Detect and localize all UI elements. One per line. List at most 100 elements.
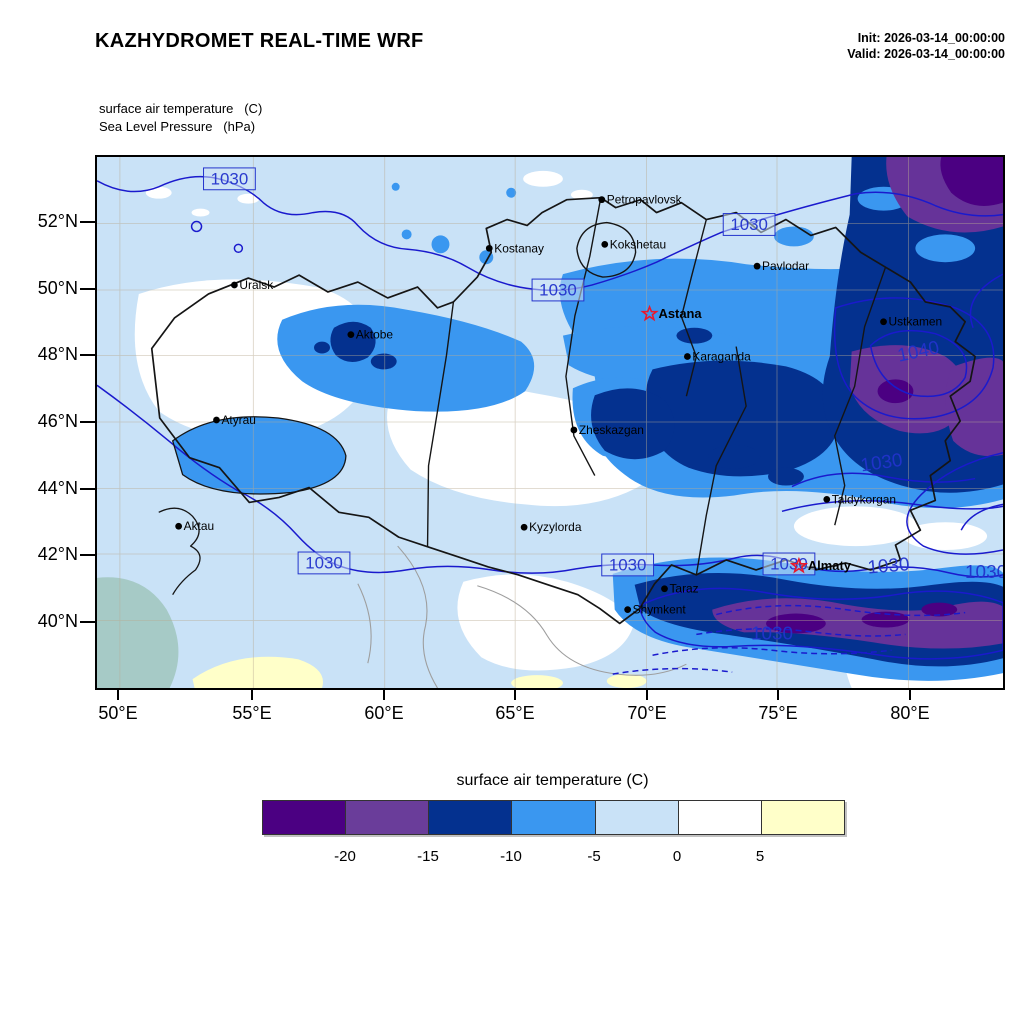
isobar-label-text: 1030 bbox=[867, 554, 911, 579]
colorbar-tick-label: -15 bbox=[417, 848, 439, 865]
lon-tick-label: 65°E bbox=[495, 703, 535, 723]
lat-tick-label: 50°N bbox=[37, 278, 78, 298]
city-marker-astana: Astana bbox=[640, 304, 702, 322]
city-label: Aktobe bbox=[356, 328, 394, 342]
colorbar-segment bbox=[678, 801, 762, 834]
lon-tick-mark bbox=[251, 690, 253, 700]
lat-tick-label: 40°N bbox=[37, 611, 78, 631]
city-marker-almaty: Almaty bbox=[789, 556, 852, 574]
city-label: Zheskazgan bbox=[579, 423, 644, 437]
city-dot-icon bbox=[520, 523, 528, 531]
colorbar-tick-label: -10 bbox=[500, 848, 522, 865]
city-marker-taraz: Taraz bbox=[661, 582, 699, 596]
isobar-label-text: 1030 bbox=[751, 623, 793, 644]
isobar-label-text: 1030 bbox=[305, 553, 343, 572]
lon-tick-label: 80°E bbox=[890, 703, 930, 723]
isobar-label: 1030 bbox=[601, 553, 655, 577]
lat-tick-mark bbox=[80, 621, 95, 623]
isobar-label: 1030 bbox=[531, 278, 585, 302]
region-borders bbox=[150, 196, 976, 625]
city-dot-icon bbox=[684, 353, 691, 360]
city-label: Aktau bbox=[184, 519, 215, 533]
city-label: Kyzylorda bbox=[529, 520, 582, 534]
colorbar bbox=[262, 800, 845, 835]
city-marker-aktobe: Aktobe bbox=[347, 328, 393, 342]
isobar-label-box bbox=[203, 167, 256, 191]
lat-tick-label: 44°N bbox=[37, 478, 78, 498]
isobar-label: 1030 bbox=[965, 562, 1003, 583]
city-marker-kokshetau: Kokshetau bbox=[601, 237, 666, 251]
lat-tick-mark bbox=[80, 354, 95, 356]
lat-tick-label: 48°N bbox=[37, 344, 78, 364]
isobar-label: 1030 bbox=[751, 623, 793, 644]
isobar-label-text: 1030 bbox=[965, 562, 1003, 583]
page-title: KAZHYDROMET REAL-TIME WRF bbox=[95, 30, 424, 52]
city-label: Uralsk bbox=[239, 278, 273, 292]
city-label: Atyrau bbox=[221, 413, 255, 427]
lon-tick-mark bbox=[909, 690, 911, 700]
isobar-label-box bbox=[601, 553, 655, 577]
city-marker-shymkent: Shymkent bbox=[624, 603, 686, 617]
city-label: Taldykorgan bbox=[832, 492, 896, 506]
city-label: Ustkamen bbox=[889, 315, 943, 329]
city-marker-kyzylorda: Kyzylorda bbox=[520, 520, 582, 534]
city-dot-icon bbox=[213, 416, 220, 424]
city-marker-petropavlovsk: Petropavlovsk bbox=[598, 193, 682, 207]
city-dot-icon bbox=[823, 496, 831, 503]
field-temperature-caption: surface air temperature (C) bbox=[99, 101, 263, 116]
city-marker-zheskazgan: Zheskazgan bbox=[570, 423, 644, 437]
colorbar-tick-label: 0 bbox=[672, 848, 682, 865]
city-dot-icon bbox=[601, 240, 609, 248]
lon-tick-mark bbox=[383, 690, 385, 700]
city-dot-icon bbox=[175, 522, 183, 530]
colorbar-segment bbox=[346, 801, 430, 834]
isobar-label-box bbox=[531, 278, 585, 302]
lat-tick-label: 42°N bbox=[37, 544, 78, 564]
colorbar-segment bbox=[761, 801, 844, 834]
city-marker-uralsk: Uralsk bbox=[231, 278, 273, 292]
isobar-label-box bbox=[297, 551, 351, 575]
city-label: Petropavlovsk bbox=[607, 193, 682, 207]
city-marker-taldykorgan: Taldykorgan bbox=[823, 492, 896, 506]
city-dot-icon bbox=[598, 196, 606, 204]
city-label: Karaganda bbox=[692, 349, 751, 363]
city-marker-karaganda: Karaganda bbox=[684, 349, 751, 363]
isobar-label-text: 1030 bbox=[539, 280, 577, 299]
city-markers: Petropavlovsk Kostanay Kokshetau Pavlodar Ur… bbox=[175, 193, 942, 617]
city-label: Shymkent bbox=[633, 603, 687, 617]
lat-tick-mark bbox=[80, 421, 95, 423]
colorbar-tick-label: -5 bbox=[587, 848, 601, 865]
colorbar-title: surface air temperature (C) bbox=[456, 772, 649, 789]
lon-tick-mark bbox=[514, 690, 516, 700]
lat-tick-mark bbox=[80, 221, 95, 223]
colorbar-tick-label: -20 bbox=[334, 848, 356, 865]
isobar-label: 1030 bbox=[867, 554, 911, 579]
lon-tick-mark bbox=[777, 690, 779, 700]
city-label: Kokshetau bbox=[610, 237, 666, 251]
caspian-sea bbox=[97, 577, 179, 688]
city-dot-icon bbox=[347, 331, 355, 339]
colorbar-segment bbox=[429, 801, 513, 834]
temperature-field bbox=[97, 157, 1003, 688]
graticule bbox=[97, 157, 1003, 688]
model-run-info: Init: 2026-03-14_00:00:00 Valid: 2026-03… bbox=[847, 30, 1005, 63]
map-panel: 1030 1030 1030 1030 1030 1030 1030 1040 1030 1030… bbox=[95, 155, 1005, 690]
lat-tick-mark bbox=[80, 488, 95, 490]
city-dot-icon bbox=[231, 281, 238, 289]
capital-star-icon bbox=[789, 556, 809, 574]
isobar-label-text: 1030 bbox=[730, 215, 768, 234]
city-dot-icon bbox=[570, 426, 578, 434]
lon-tick-label: 75°E bbox=[758, 703, 798, 723]
colorbar-segment bbox=[595, 801, 679, 834]
isobar-label: 1030 bbox=[203, 167, 256, 191]
city-dot-icon bbox=[624, 606, 632, 613]
field-pressure-caption: Sea Level Pressure (hPa) bbox=[99, 118, 256, 134]
isobar-label-box bbox=[722, 213, 776, 236]
city-dot-icon bbox=[753, 262, 761, 270]
lon-tick-mark bbox=[646, 690, 648, 700]
city-label: Taraz bbox=[669, 582, 698, 596]
lat-tick-label: 46°N bbox=[37, 411, 78, 431]
lat-tick-mark bbox=[80, 288, 95, 290]
lat-tick-mark bbox=[80, 554, 95, 556]
